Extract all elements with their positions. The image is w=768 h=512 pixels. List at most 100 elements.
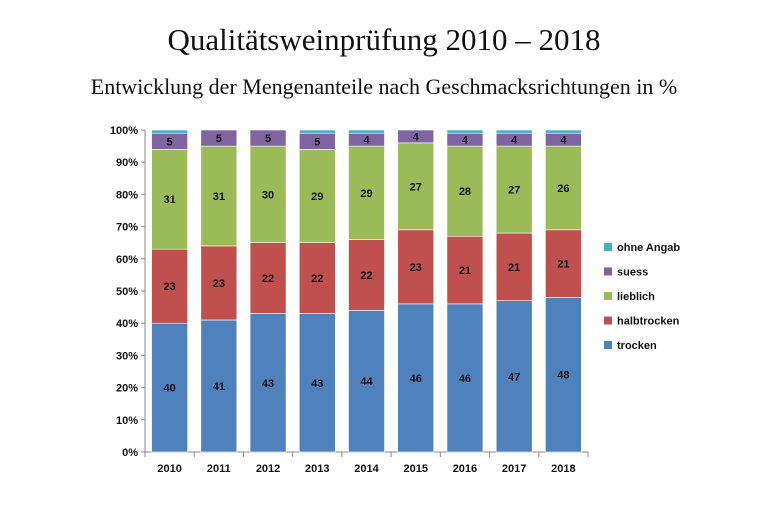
x-tick-label: 2013	[305, 463, 329, 475]
legend-label: trocken	[617, 340, 657, 352]
bar-segment-trocken	[298, 313, 336, 453]
data-label: 5	[216, 133, 222, 145]
data-label: 46	[459, 373, 471, 385]
bar-segment-trocken	[397, 303, 435, 453]
data-label: 29	[311, 191, 323, 203]
data-label: 27	[410, 181, 422, 193]
data-label: 23	[410, 262, 422, 274]
data-label: 48	[557, 370, 569, 382]
bar-segment-halbtrocken	[200, 245, 238, 321]
x-tick-label: 2010	[157, 463, 181, 475]
bar-segment-trocken	[200, 319, 238, 453]
y-tick-label: 10%	[116, 415, 138, 427]
data-label: 5	[314, 136, 320, 148]
data-label: 22	[360, 270, 372, 282]
bar-segment-lieblich	[200, 145, 238, 247]
bar-segment-lieblich	[397, 142, 435, 231]
bar-segment-ohne-angab	[545, 129, 582, 134]
data-label: 4	[511, 135, 518, 147]
data-label: 23	[213, 278, 225, 290]
data-label: 26	[557, 183, 569, 195]
y-tick-label: 80%	[116, 189, 138, 201]
data-label: 27	[508, 185, 520, 197]
bar-segment-lieblich	[348, 145, 385, 240]
data-label: 4	[413, 131, 420, 143]
x-tick-label: 2018	[551, 463, 575, 475]
bar-segment-trocken	[249, 313, 287, 453]
bar-segment-suess	[397, 129, 435, 144]
chart-subtitle: Entwicklung der Mengenanteile nach Gesch…	[90, 74, 678, 99]
data-label: 4	[560, 135, 567, 147]
data-label: 4	[363, 135, 370, 147]
chart-title: Qualitätsweinprüfung 2010 – 2018	[167, 22, 601, 57]
data-label: 43	[311, 378, 323, 390]
bar-segment-suess	[200, 129, 238, 147]
data-label: 22	[311, 273, 323, 285]
x-tick-label: 2014	[354, 463, 379, 475]
legend-label: suess	[617, 267, 648, 279]
data-label: 21	[459, 265, 471, 277]
data-label: 43	[262, 378, 274, 390]
y-tick-label: 20%	[116, 383, 138, 395]
bar-segment-lieblich	[151, 149, 188, 250]
bar-segment-halbtrocken	[397, 229, 435, 305]
bar-segment-trocken	[348, 310, 385, 453]
bar-segment-halbtrocken	[545, 229, 582, 298]
y-tick-label: 90%	[116, 157, 138, 169]
y-tick-label: 50%	[116, 286, 138, 298]
data-label: 30	[262, 189, 274, 201]
y-tick-label: 60%	[116, 254, 138, 266]
data-label: 44	[360, 376, 373, 388]
legend-swatch	[604, 316, 612, 325]
bar-segment-ohne-angab	[348, 129, 385, 134]
legend-swatch	[604, 243, 612, 251]
legend-label: ohne Angab	[617, 242, 680, 254]
data-label: 47	[508, 371, 520, 383]
bar-segment-lieblich	[495, 145, 533, 234]
bar-segment-lieblich	[298, 149, 336, 244]
x-tick-label: 2015	[403, 463, 427, 475]
data-label: 23	[163, 281, 175, 293]
data-label: 21	[557, 259, 569, 271]
legend-swatch	[604, 292, 612, 300]
x-tick-label: 2012	[256, 463, 280, 475]
y-tick-label: 30%	[116, 350, 138, 362]
bar-segment-lieblich	[249, 145, 287, 244]
legend-swatch	[604, 341, 612, 349]
data-label: 4	[462, 135, 469, 147]
y-tick-label: 70%	[116, 222, 138, 234]
bar-segment-ohne-angab	[151, 129, 188, 134]
x-tick-label: 2011	[207, 463, 231, 475]
y-tick-label: 0%	[122, 447, 138, 459]
data-label: 31	[213, 191, 225, 203]
bar-segment-lieblich	[446, 145, 484, 237]
bar-segment-halbtrocken	[446, 235, 484, 305]
bar-segment-ohne-angab	[446, 129, 484, 134]
data-label: 40	[163, 383, 175, 395]
bar-segment-ohne-angab	[298, 129, 336, 134]
legend-label: halbtrocken	[617, 316, 680, 328]
data-label: 41	[213, 381, 225, 393]
bar-segment-trocken	[495, 300, 533, 453]
y-tick-label: 40%	[116, 318, 138, 330]
data-label: 29	[360, 188, 372, 200]
bar-segment-trocken	[446, 303, 484, 453]
legend-swatch	[604, 267, 612, 276]
data-label: 22	[262, 273, 274, 285]
data-label: 46	[410, 373, 422, 385]
data-label: 28	[459, 186, 471, 198]
bar-segment-suess	[249, 129, 287, 147]
bar-segment-halbtrocken	[151, 248, 188, 324]
bar-segment-halbtrocken	[348, 239, 385, 311]
legend-label: lieblich	[617, 291, 655, 303]
bar-segment-lieblich	[545, 145, 582, 231]
bar-segment-halbtrocken	[298, 242, 336, 314]
bar-segment-trocken	[151, 322, 188, 453]
bar-segment-halbtrocken	[249, 242, 287, 314]
data-label: 5	[265, 133, 271, 145]
data-label: 21	[508, 262, 520, 274]
bar-segment-halbtrocken	[495, 232, 533, 301]
y-tick-label: 100%	[110, 125, 138, 137]
bar-segment-trocken	[545, 297, 582, 453]
